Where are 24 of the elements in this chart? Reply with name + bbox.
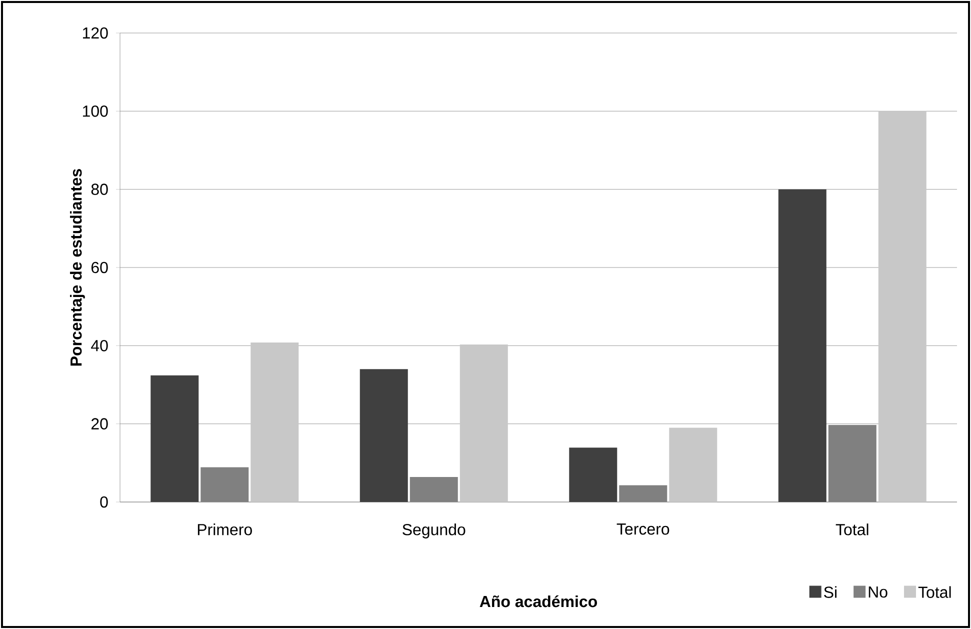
legend-label: Si [824, 586, 836, 598]
y-tick-label: 40 [91, 340, 108, 352]
x-tick-label: Total [836, 524, 868, 536]
bar [360, 369, 408, 502]
bar [250, 342, 299, 502]
bar [669, 428, 718, 502]
bar [878, 111, 926, 502]
legend-label: Total [918, 586, 951, 598]
bar [150, 375, 199, 502]
x-tick-label: Segundo [402, 524, 466, 538]
y-axis-title: Porcentaje de estudiantes [70, 169, 85, 366]
bar [460, 344, 508, 502]
x-tick-label: Primero [198, 524, 252, 536]
x-axis-title: Año académico [480, 595, 597, 608]
y-tick-label: 100 [82, 106, 108, 117]
y-tick-label: 60 [91, 262, 108, 274]
y-tick-label: 20 [91, 418, 108, 430]
y-tick-label: 0 [100, 496, 108, 508]
y-tick-label: 120 [82, 27, 108, 39]
x-tick-label: Tercero [616, 524, 670, 535]
legend-label: No [868, 586, 888, 598]
bar [778, 189, 826, 502]
bar [569, 448, 618, 502]
y-tick-label: 80 [91, 184, 108, 195]
